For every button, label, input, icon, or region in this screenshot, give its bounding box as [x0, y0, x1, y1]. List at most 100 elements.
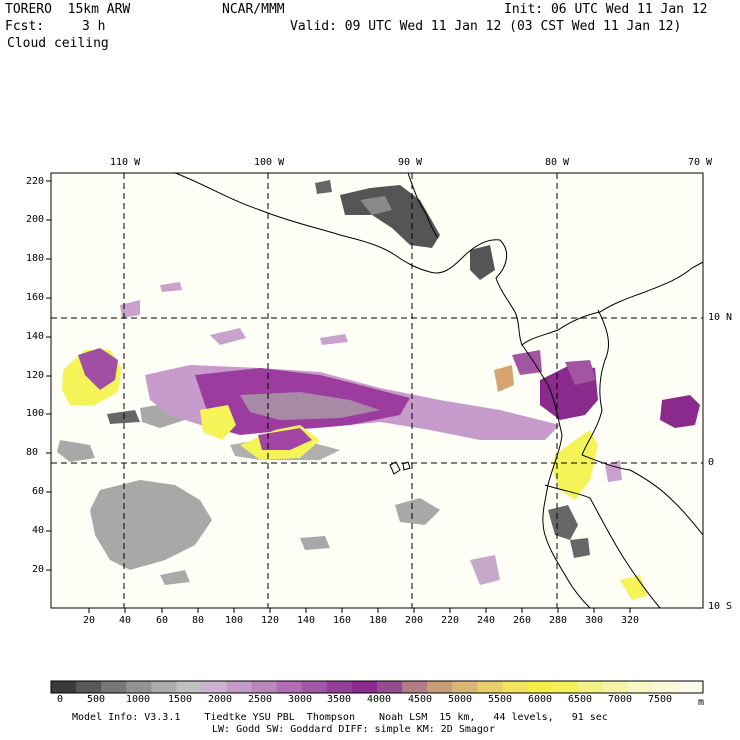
cloud-band-mauve: [240, 392, 380, 420]
colorbar-swatch: [577, 681, 604, 693]
country-border-peru: [544, 484, 661, 609]
cloud-patch-gray: [90, 480, 212, 570]
colorbar-swatch: [402, 681, 428, 693]
cloud-patch-lavender: [120, 300, 140, 318]
cloud-patch-dark: [315, 180, 332, 194]
init-time: Init: 06 UTC Wed 11 Jan 12: [504, 2, 708, 17]
cloud-cluster-purple: [512, 350, 542, 375]
x-tick-label: 280: [549, 615, 568, 626]
x-tick-label: 40: [119, 615, 132, 626]
colorbar-swatch: [276, 681, 303, 693]
colorbar: [50, 680, 704, 694]
x-tick-label: 120: [261, 615, 280, 626]
cloud-band-purple: [258, 428, 312, 450]
colorbar-swatch: [51, 681, 77, 693]
colorbar-label: 3000: [288, 694, 313, 705]
y-tick-label: 120: [26, 370, 45, 381]
y-tick-label: 220: [26, 176, 45, 187]
x-tick-label: 100: [225, 615, 244, 626]
colorbar-swatch: [76, 681, 102, 693]
colorbar-frame: [50, 680, 704, 694]
physics-info: LW: Godd SW: Goddard DIFF: simple KM: 2D…: [212, 724, 495, 735]
colorbar-swatch: [301, 681, 328, 693]
y-tick-label: 160: [26, 292, 45, 303]
cloud-patch-dark: [470, 245, 495, 280]
x-tick-label: 160: [333, 615, 352, 626]
cloud-patch-lavender: [160, 282, 182, 292]
colorbar-swatch: [126, 681, 152, 693]
lon-label-80w: 80 W: [545, 157, 570, 168]
x-tick-label: 320: [621, 615, 640, 626]
valid-time: Valid: 09 UTC Wed 11 Jan 12 (03 CST Wed …: [290, 19, 682, 34]
colorbar-label: 0: [57, 694, 64, 705]
colorbar-swatch: [101, 681, 127, 693]
country-border-peru-brazil: [581, 454, 704, 536]
y-tick-label: 40: [32, 525, 45, 536]
x-tick-label: 200: [405, 615, 424, 626]
colorbar-swatch: [201, 681, 228, 693]
colorbar-swatch: [527, 681, 554, 693]
colorbar-swatch: [652, 681, 679, 693]
colorbar-label: 5500: [488, 694, 513, 705]
country-border-colombia: [581, 309, 609, 456]
cloud-patch-gray: [160, 570, 190, 585]
y-tick-label: 60: [32, 486, 45, 497]
cloud-cluster-deep-purple: [660, 395, 700, 428]
x-tick-label: 140: [297, 615, 316, 626]
y-tick-label: 80: [26, 447, 39, 458]
lon-label-90w: 90 W: [398, 157, 423, 168]
model-name: TORERO 15km ARW: [5, 2, 131, 17]
coastline-gulf: [407, 172, 439, 239]
colorbar-label: 6500: [568, 694, 593, 705]
x-tick-label: 180: [369, 615, 388, 626]
y-tick-label: 100: [26, 408, 45, 419]
cloud-patch-lavender: [605, 460, 622, 482]
cloud-patch-gray: [57, 440, 95, 462]
colorbar-swatch: [176, 681, 202, 693]
colorbar-label: 1000: [126, 694, 151, 705]
colorbar-swatch: [477, 681, 503, 693]
model-info: Model Info: V3.3.1 Tiedtke YSU PBL Thomp…: [72, 712, 608, 723]
y-tick-label: 200: [26, 214, 45, 225]
cloud-cluster-yellow: [620, 575, 648, 600]
cloud-cluster-tan: [494, 365, 514, 392]
colorbar-label: 2000: [208, 694, 233, 705]
cloud-patch-dark: [570, 538, 590, 558]
colorbar-label: 4000: [367, 694, 392, 705]
coastline-south-america-west: [521, 344, 591, 609]
lon-label-110w: 110 W: [110, 157, 141, 168]
colorbar-swatch: [427, 681, 453, 693]
colorbar-label: 4500: [408, 694, 433, 705]
colorbar-label: 5000: [448, 694, 473, 705]
colorbar-label: 7500: [648, 694, 673, 705]
center-name: NCAR/MMM: [222, 2, 285, 17]
cloud-cluster-purple: [78, 348, 118, 390]
cloud-patch-dark: [548, 505, 578, 540]
colorbar-swatch: [502, 681, 528, 693]
cloud-patch-lavender: [470, 555, 500, 585]
colorbar-label: 2500: [248, 694, 273, 705]
colorbar-swatch: [377, 681, 403, 693]
x-tick-label: 60: [156, 615, 169, 626]
coastlines: [174, 172, 704, 609]
cloud-patch-gray: [395, 498, 440, 525]
colorbar-swatch: [677, 681, 704, 693]
cloud-patch-lavender: [210, 328, 246, 345]
lat-label-0: 0: [708, 457, 715, 468]
cloud-cluster-purple: [565, 360, 596, 385]
cloud-patch-gray: [300, 536, 330, 550]
forecast-label: Fcst:: [5, 19, 45, 34]
colorbar-label: 3500: [327, 694, 352, 705]
x-tick-label: 220: [441, 615, 460, 626]
forecast-hour: 3 h: [82, 19, 106, 34]
colorbar-label: 7000: [608, 694, 633, 705]
cloud-cluster-yellow: [552, 430, 598, 500]
colorbar-swatch: [452, 681, 478, 693]
colorbar-swatch: [151, 681, 177, 693]
colorbar-swatch: [351, 681, 378, 693]
y-tick-label: 20: [32, 564, 45, 575]
colorbar-swatch: [627, 681, 654, 693]
lon-label-70w: 70 W: [688, 157, 713, 168]
cloud-patch-gray: [360, 196, 392, 215]
